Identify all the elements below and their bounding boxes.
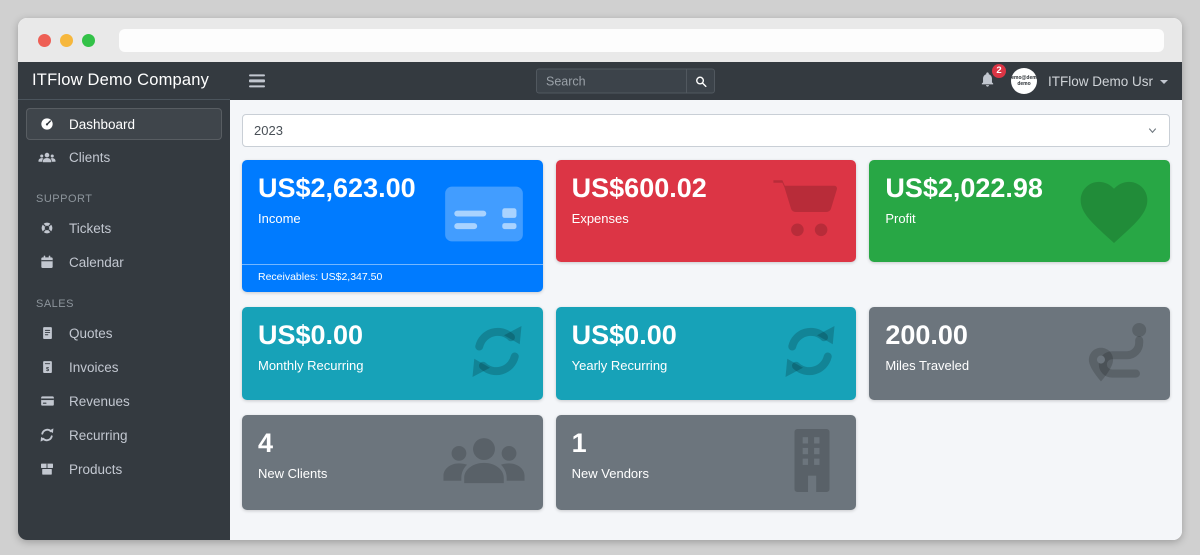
sidebar-item-invoices[interactable]: $ Invoices [26, 351, 222, 383]
year-select-value: 2023 [254, 123, 283, 138]
building-icon [784, 424, 840, 501]
profit-card[interactable]: US$2,022.98 Profit [869, 160, 1170, 262]
search-box [536, 68, 715, 94]
navbar-right: 2 demo@demo demo ITFlow Demo Usr [979, 62, 1168, 100]
bell-icon [981, 72, 994, 87]
sidebar-item-label: Quotes [69, 325, 113, 341]
sidebar-section-sales: SALES [36, 298, 74, 310]
caret-down-icon [1160, 80, 1168, 84]
top-navbar: 2 demo@demo demo ITFlow Demo Usr [230, 62, 1182, 100]
shopping-cart-icon [768, 173, 840, 250]
route-icon [1084, 316, 1154, 391]
credit-card-icon [441, 182, 527, 251]
card-footer: Receivables: US$2,347.50 [242, 264, 543, 292]
browser-titlebar [18, 18, 1182, 62]
dashboard-content: 2023 US$2,623.00 Income Receivables: US$… [230, 100, 1182, 540]
life-ring-icon [37, 220, 57, 236]
search-button[interactable] [686, 68, 715, 94]
card-label: Yearly Recurring [571, 358, 668, 374]
menu-toggle-button[interactable] [247, 70, 267, 91]
sidebar-item-clients[interactable]: Clients [26, 142, 222, 173]
notification-badge: 2 [991, 64, 1006, 78]
card-value: US$0.00 [258, 320, 364, 350]
notifications-button[interactable]: 2 [979, 64, 1006, 94]
income-card[interactable]: US$2,623.00 Income Receivables: US$2,347… [242, 160, 543, 292]
card-label: New Clients [258, 466, 328, 482]
invoice-dollar-icon: $ [37, 359, 57, 375]
sidebar-item-products[interactable]: Products [26, 453, 222, 485]
sidebar-item-label: Tickets [69, 220, 112, 236]
sidebar-item-label: Dashboard [69, 116, 136, 132]
user-name: ITFlow Demo Usr [1047, 73, 1153, 89]
card-label: Monthly Recurring [258, 358, 364, 374]
box-icon [37, 461, 57, 477]
yearly-recurring-card[interactable]: US$0.00 Yearly Recurring [555, 307, 857, 400]
card-value: US$600.02 [571, 173, 707, 203]
year-select[interactable]: 2023 [242, 114, 1170, 147]
sidebar-item-label: Recurring [69, 427, 128, 443]
maximize-window-button[interactable] [82, 33, 95, 47]
close-window-button[interactable] [38, 33, 51, 47]
calendar-icon [37, 254, 57, 270]
card-value: US$0.00 [571, 320, 677, 350]
expenses-card[interactable]: US$600.02 Expenses [555, 160, 857, 262]
card-value: 4 [258, 428, 274, 458]
new-vendors-card[interactable]: 1 New Vendors [555, 415, 857, 510]
avatar-text: demo [1017, 81, 1031, 87]
sync-icon [37, 427, 57, 443]
card-label: Profit [885, 211, 916, 227]
card-label: Miles Traveled [885, 358, 970, 374]
card-value: US$2,022.98 [885, 173, 1043, 203]
sidebar-section-support: SUPPORT [36, 193, 93, 205]
user-menu[interactable]: ITFlow Demo Usr [1048, 74, 1168, 89]
minimize-window-button[interactable] [60, 33, 73, 47]
tachometer-icon [37, 116, 57, 132]
sidebar-item-label: Revenues [69, 393, 130, 409]
cards-grid: US$2,623.00 Income Receivables: US$2,347… [242, 160, 1170, 510]
search-icon [695, 76, 707, 87]
avatar[interactable]: demo@demo demo [1010, 68, 1037, 94]
search-input[interactable] [536, 68, 686, 94]
browser-window: ITFlow Demo Company Dashboard Clients SU… [18, 18, 1182, 540]
sidebar-item-recurring[interactable]: Recurring [26, 419, 222, 451]
sidebar-item-label: Products [69, 461, 123, 477]
card-value: 200.00 [885, 320, 968, 350]
brand-title[interactable]: ITFlow Demo Company [18, 62, 230, 100]
card-label: Expenses [571, 211, 629, 227]
miles-traveled-card[interactable]: 200.00 Miles Traveled [869, 307, 1170, 400]
new-clients-card[interactable]: 4 New Clients [242, 415, 543, 510]
sidebar-item-label: Calendar [69, 254, 124, 270]
card-value: US$2,623.00 [258, 173, 416, 203]
sidebar-item-calendar[interactable]: Calendar [26, 246, 222, 278]
sidebar-nav: Dashboard Clients SUPPORT Tickets [18, 100, 230, 487]
sidebar: ITFlow Demo Company Dashboard Clients SU… [18, 62, 230, 540]
sidebar-item-revenues[interactable]: Revenues [26, 385, 222, 417]
monthly-recurring-card[interactable]: US$0.00 Monthly Recurring [242, 307, 543, 400]
card-label: Income [258, 211, 301, 227]
credit-card-icon [37, 393, 57, 409]
sidebar-item-label: Clients [69, 150, 111, 165]
sidebar-item-quotes[interactable]: Quotes [26, 317, 222, 349]
quote-file-icon [37, 325, 57, 341]
sync-icon [467, 321, 527, 386]
card-label: New Vendors [571, 466, 649, 482]
sidebar-item-label: Invoices [69, 359, 119, 375]
chevron-down-icon [1148, 128, 1157, 134]
sidebar-item-tickets[interactable]: Tickets [26, 212, 222, 244]
heart-icon [1074, 172, 1154, 251]
avatar-text: demo@demo [1011, 74, 1037, 81]
svg-text:$: $ [45, 367, 49, 373]
sidebar-item-dashboard[interactable]: Dashboard [26, 108, 222, 140]
sync-icon [780, 321, 840, 386]
url-bar[interactable] [119, 28, 1164, 52]
card-value: 1 [571, 428, 587, 458]
users-icon [37, 151, 57, 164]
users-icon [441, 429, 527, 496]
